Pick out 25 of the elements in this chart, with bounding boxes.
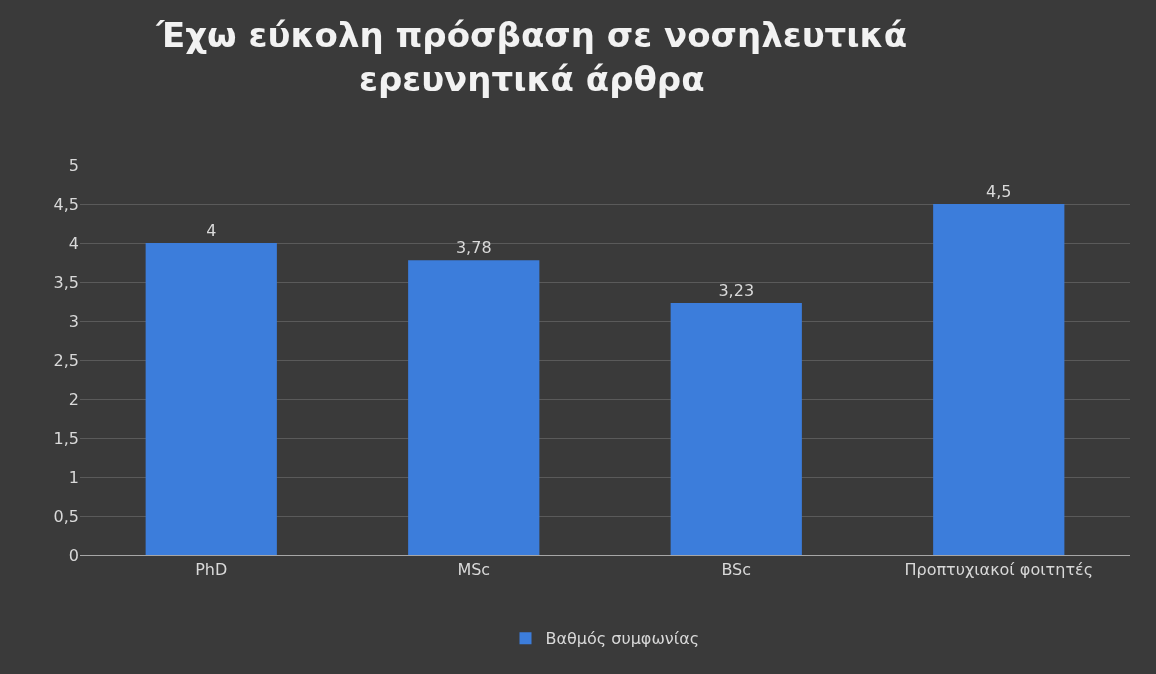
y-tick-label: 0,5 (53, 506, 79, 526)
x-tick-label: PhD (195, 560, 228, 580)
y-tick-label: 3,5 (53, 272, 79, 292)
y-tick-label: 3 (68, 311, 79, 331)
y-tick-label: 1 (68, 467, 79, 487)
data-label: 3,23 (718, 281, 755, 301)
data-label: 4 (206, 221, 217, 240)
y-tick-label: 1,5 (53, 428, 79, 448)
y-tick-label: 4 (68, 233, 79, 253)
data-label: 3,78 (455, 238, 492, 258)
y-tick-label: 5 (68, 155, 79, 175)
bar (670, 303, 802, 555)
bar (408, 260, 540, 555)
data-label: 4,5 (986, 182, 1012, 201)
x-tick-label: MSc (457, 560, 491, 580)
legend-label: Βαθμός συμφωνίας (545, 629, 700, 649)
y-tick-label: 2 (68, 389, 79, 409)
x-tick-label: Προπτυχιακοί φοιτητές (904, 560, 1094, 580)
x-tick-label: BSc (721, 560, 752, 580)
bar (933, 204, 1065, 555)
bar (145, 243, 277, 555)
chart-title: Έχω εύκολη πρόσβαση σε νοσηλευτικά ερευνητικά άρθρα (155, 15, 908, 100)
y-tick-label: 0 (68, 545, 79, 565)
y-tick-label: 2,5 (53, 350, 79, 370)
y-tick-label: 4,5 (53, 194, 79, 214)
